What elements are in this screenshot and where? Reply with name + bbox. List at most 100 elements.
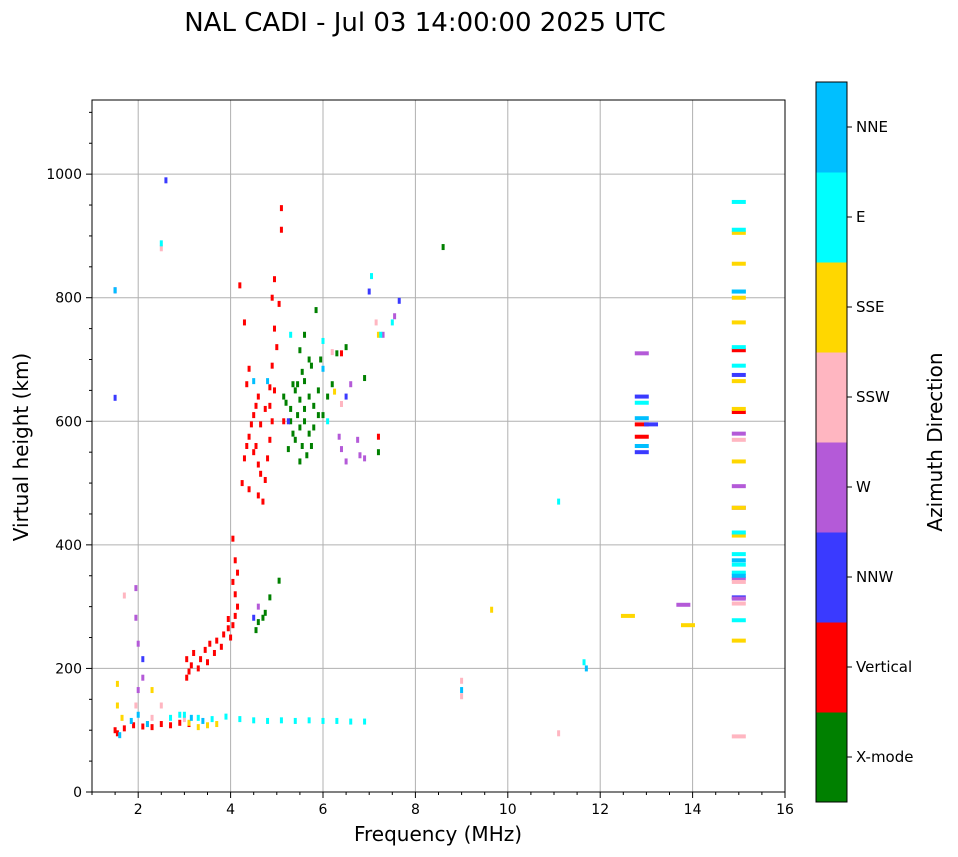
data-point-vertical [282,418,286,425]
data-point-vertical [196,665,200,672]
data-point-nne [266,378,270,385]
data-point-w [141,674,145,681]
data-point-xmode [298,458,302,465]
data-point-sse [115,702,119,709]
data-point-vertical [122,725,126,732]
data-point-e [252,717,256,724]
data-point-xmode [376,449,380,456]
data-point-e [379,331,383,338]
data-point-xmode [291,381,295,388]
data-point-vertical [272,276,276,283]
data-point-e [169,714,173,721]
data-point-vertical [233,557,237,564]
data-point-w [731,596,746,601]
data-point-e [634,400,649,405]
data-point-vertical [256,461,260,468]
data-point-sse [731,406,746,411]
data-point-vertical [208,640,212,647]
data-point-e [321,717,325,724]
data-point-vertical [150,724,154,731]
data-point-nne [634,416,649,421]
data-point-w [349,381,353,388]
data-point-e [210,716,214,723]
data-point-sse [215,721,219,728]
data-point-sse [120,714,124,721]
data-point-sse [731,505,746,510]
data-point-xmode [330,381,334,388]
data-point-w [393,313,397,320]
data-point-xmode [298,347,302,354]
data-point-vertical [115,730,119,737]
data-point-vertical [272,387,276,394]
data-point-vertical [238,282,242,289]
data-point-vertical [242,319,246,326]
data-point-xmode [261,614,265,621]
data-point-vertical [279,205,283,212]
data-point-sse [333,388,337,395]
data-point-vertical [226,625,230,632]
data-point-xmode [293,436,297,443]
data-point-xmode [441,244,445,251]
data-point-vertical [263,476,267,483]
colorbar-tick-label: X-mode [856,748,913,766]
y-tick-label: 600 [55,414,82,430]
data-point-vertical [270,362,274,369]
data-point-vertical [634,434,649,439]
x-tick-label: 6 [319,802,328,818]
data-point-vertical [261,498,265,505]
data-point-vertical [242,455,246,462]
y-tick-label: 400 [55,538,82,554]
data-point-sse [620,613,635,618]
data-point-xmode [263,609,267,616]
data-point-vertical [212,649,216,656]
data-point-e [370,273,374,280]
data-point-e [731,618,746,623]
data-point-nnw [286,418,290,425]
data-point-vertical [231,622,235,629]
data-point-xmode [312,424,316,431]
data-point-w [363,455,367,462]
colorbar-frame [815,81,848,803]
data-point-e [326,418,330,425]
data-point-ssw [731,437,746,442]
data-point-vertical [268,436,272,443]
data-point-e [279,717,283,724]
data-point-nne [634,444,649,448]
plot-frame [91,99,786,793]
data-point-xmode [291,430,295,437]
data-point-vertical [272,325,276,332]
x-tick-label: 14 [684,802,702,818]
data-point-e [289,331,293,338]
data-point-vertical [240,480,244,487]
data-point-xmode [268,594,272,601]
data-point-nne [189,714,193,721]
data-point-vertical [256,393,260,400]
data-point-nne [584,665,588,672]
data-point-sse [731,320,746,325]
data-point-vertical [252,449,256,456]
data-point-vertical [113,727,117,734]
data-point-xmode [307,430,311,437]
data-point-xmode [300,368,304,375]
data-point-w [381,331,385,338]
data-point-sse [731,459,746,464]
data-point-xmode [289,405,293,412]
data-point-vertical [270,294,274,301]
data-point-xmode [284,399,288,406]
data-point-vertical [192,649,196,656]
data-point-e [293,717,297,724]
data-point-vertical [187,668,191,675]
data-point-ssw [731,601,746,606]
data-point-nne [129,717,133,724]
data-point-xmode [344,344,348,351]
data-point-sse [731,230,746,235]
data-point-vertical [132,722,136,729]
data-point-ssw [731,579,746,584]
data-point-w [134,585,138,592]
data-point-xmode [307,356,311,363]
data-point-sse [150,687,154,694]
data-point-ssw [557,730,561,737]
data-point-xmode [316,387,320,394]
data-point-vertical [185,674,189,681]
colorbar-tick-label: NNE [856,118,888,136]
